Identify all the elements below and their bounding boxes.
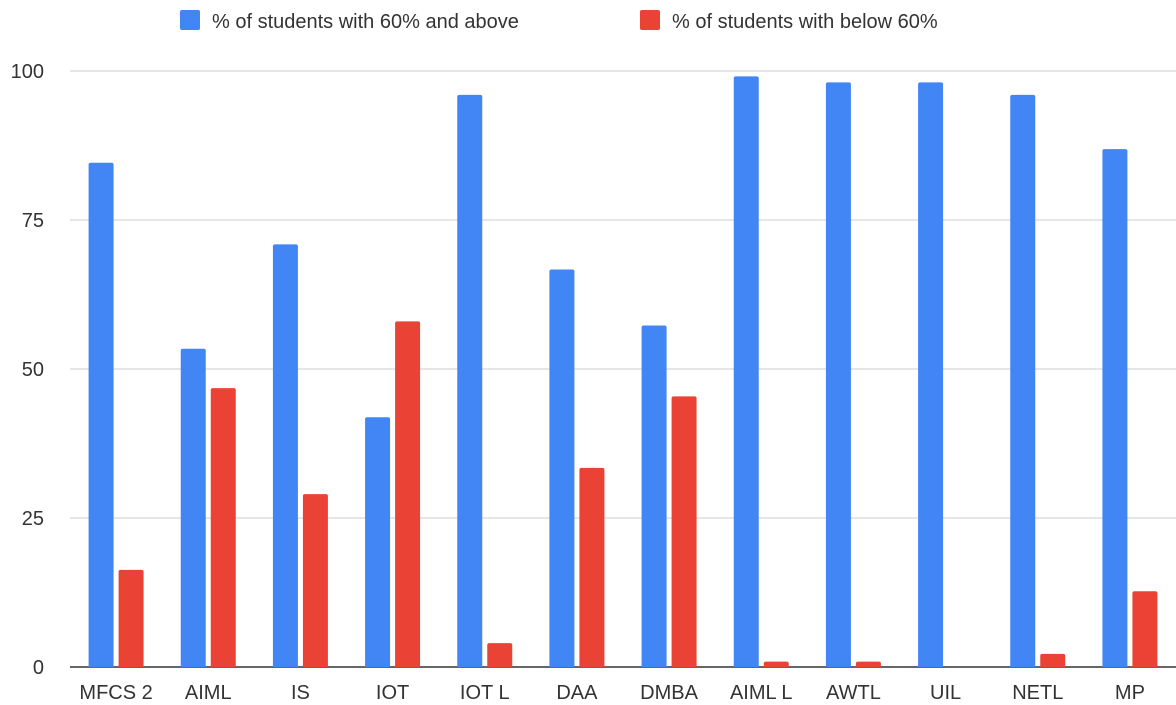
bar-series-2-iot[interactable] [395,321,421,667]
bar-series-2-iot-l[interactable] [487,643,513,667]
gridlines [70,70,1176,668]
bar-series-2-awtl[interactable] [855,661,881,667]
bar-series-1-netl[interactable] [1010,94,1036,668]
bar-series-1-is[interactable] [272,244,298,667]
bar-series-2-is[interactable] [302,494,328,667]
bar-series-2-netl[interactable] [1040,653,1066,667]
y-tick-label: 75 [22,210,44,232]
legend-label-series-2: % of students with below 60% [672,11,938,33]
y-tick-label: 100 [11,61,44,83]
bar-series-2-aiml[interactable] [210,388,236,667]
bar-series-1-mp[interactable] [1102,149,1128,668]
x-tick-label: AIML L [730,682,793,704]
x-tick-label: IS [291,682,310,704]
x-tick-label: NETL [1012,682,1063,704]
x-tick-label: AIML [185,682,232,704]
bar-series-1-awtl[interactable] [825,82,851,668]
bar-series-1-aiml-l[interactable] [733,76,759,667]
x-tick-label: DAA [556,682,598,704]
bar-series-1-uil[interactable] [918,82,944,668]
bar-series-1-daa[interactable] [549,269,575,667]
x-tick-label: UIL [930,682,961,704]
bar-series-2-dmba[interactable] [671,396,697,667]
y-tick-label: 50 [22,359,44,381]
legend-item-series-1[interactable]: % of students with 60% and above [180,10,519,33]
x-tick-label: MFCS 2 [79,682,152,704]
legend: % of students with 60% and above % of st… [180,10,938,33]
axis: 0 25 50 75 100 MFCS 2 AIML IS IOT IOT L DAA DMBA AIM… [11,61,1145,704]
bars [88,76,1158,668]
bar-series-2-aiml-l[interactable] [763,661,789,667]
bar-series-2-daa[interactable] [579,467,605,667]
bar-series-2-mp[interactable] [1132,591,1158,667]
bar-series-2-mfcs-2[interactable] [118,569,144,667]
bar-series-1-mfcs-2[interactable] [88,162,114,667]
x-tick-label: DMBA [640,682,698,704]
bar-series-1-aiml[interactable] [180,348,206,667]
x-tick-label: IOT L [460,682,510,704]
legend-swatch-series-1 [180,10,200,30]
bar-series-1-iot[interactable] [365,417,391,667]
y-tick-label: 0 [33,657,44,679]
bar-series-1-dmba[interactable] [641,325,667,667]
x-tick-label: AWTL [826,682,881,704]
legend-item-series-2[interactable]: % of students with below 60% [640,10,938,33]
legend-label-series-1: % of students with 60% and above [212,11,519,33]
x-tick-label: MP [1115,682,1145,704]
y-tick-label: 25 [22,508,44,530]
bar-series-1-iot-l[interactable] [457,94,483,668]
x-tick-label: IOT [376,682,409,704]
legend-swatch-series-2 [640,10,660,30]
